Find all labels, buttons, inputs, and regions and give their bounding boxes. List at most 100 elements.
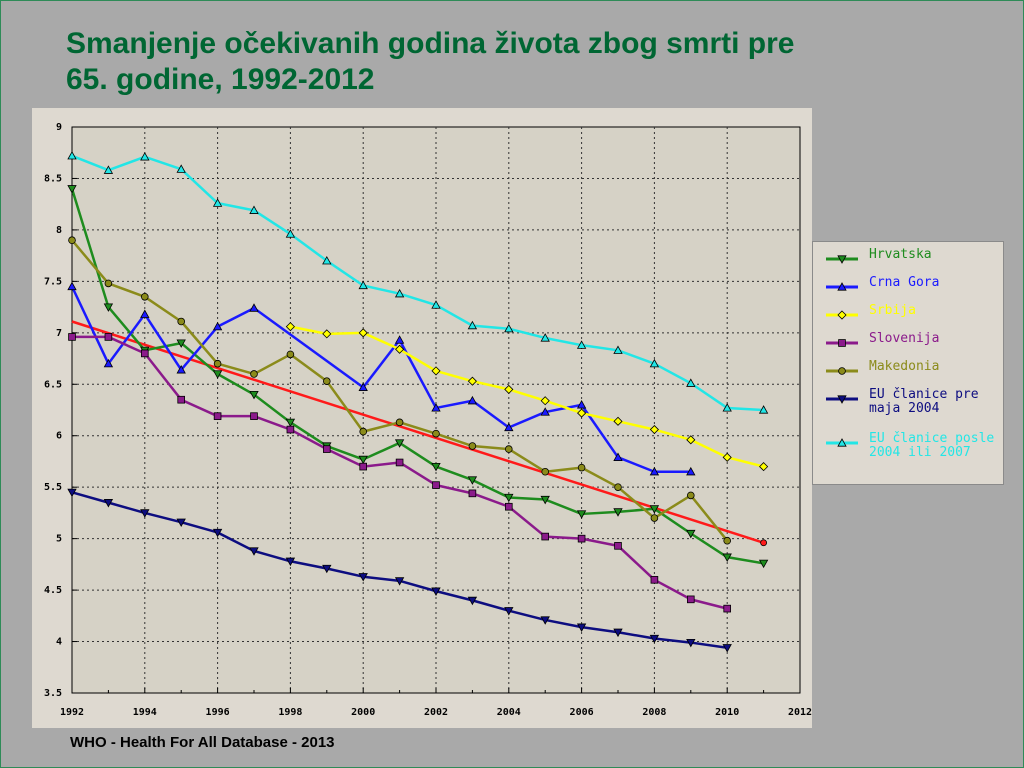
data-point <box>358 455 368 465</box>
data-point <box>358 573 368 582</box>
y-tick-label: 7.5 <box>44 276 62 287</box>
data-point <box>541 532 549 541</box>
data-point <box>467 596 478 606</box>
series-7 <box>67 150 769 414</box>
data-point <box>394 288 405 298</box>
legend-swatch-marker <box>837 282 847 291</box>
x-tick-label: 1998 <box>278 707 302 718</box>
legend-swatch-marker <box>837 310 847 320</box>
grid-lines <box>72 127 800 693</box>
data-point <box>614 483 622 491</box>
data-point <box>395 418 404 427</box>
data-point <box>395 458 404 467</box>
data-point <box>467 476 478 485</box>
data-point <box>431 403 441 412</box>
data-point <box>504 493 514 503</box>
y-tick-label: 6.5 <box>44 379 62 390</box>
y-tick-label: 5.5 <box>44 482 62 493</box>
legend-swatch <box>826 310 858 320</box>
slide-title: Smanjenje očekivanih godina života zbog … <box>66 26 946 98</box>
x-tick-label: 2008 <box>642 707 666 718</box>
legend-label: EU članice pre maja 2004 <box>869 387 979 416</box>
data-point <box>758 405 769 414</box>
data-point <box>67 281 77 291</box>
legend-swatch <box>826 438 858 447</box>
data-point <box>67 185 77 194</box>
data-point <box>576 340 587 349</box>
data-point <box>431 300 441 309</box>
data-point <box>431 463 441 472</box>
data-point <box>687 595 695 604</box>
legend-swatch <box>826 395 858 404</box>
legend-label: Slovenija <box>869 331 940 346</box>
data-point <box>504 445 513 453</box>
data-point <box>322 329 332 339</box>
series-5 <box>68 236 731 545</box>
data-point <box>212 198 223 207</box>
data-point <box>104 333 113 341</box>
data-point <box>395 344 405 354</box>
trendline-group <box>71 320 767 547</box>
trendline-end-marker <box>760 539 767 547</box>
data-point <box>286 425 295 434</box>
data-point <box>723 604 731 613</box>
data-point <box>176 339 186 348</box>
data-point <box>177 395 186 404</box>
data-point <box>577 534 586 543</box>
trendline <box>71 320 764 544</box>
data-point <box>213 359 222 368</box>
data-point <box>504 502 513 511</box>
data-point <box>431 587 441 596</box>
data-point <box>249 205 259 214</box>
source-note: WHO - Health For All Database - 2013 <box>70 734 335 751</box>
data-point <box>649 634 660 644</box>
data-point <box>686 529 696 539</box>
legend-swatch-marker <box>837 255 847 264</box>
data-point <box>358 382 368 391</box>
data-point <box>614 542 622 550</box>
data-point <box>722 403 732 412</box>
x-tick-label: 2002 <box>424 707 448 718</box>
x-tick-label: 2000 <box>351 707 375 718</box>
data-point <box>540 616 550 625</box>
data-point <box>650 514 659 522</box>
y-tick-label: 8.5 <box>44 173 62 184</box>
data-point <box>213 412 222 420</box>
x-tick-label: 2010 <box>715 707 739 718</box>
legend-swatch <box>826 282 858 291</box>
data-point <box>103 303 114 312</box>
data-point <box>467 395 478 405</box>
legend-swatch-marker <box>838 339 846 347</box>
data-point <box>141 349 149 358</box>
data-point <box>249 390 259 400</box>
series-group <box>67 150 769 653</box>
data-point <box>504 607 514 616</box>
series-6 <box>67 488 732 653</box>
data-point <box>541 467 550 476</box>
data-point <box>758 559 769 569</box>
data-point <box>576 623 587 632</box>
data-point <box>104 279 113 288</box>
legend-label: Makedonia <box>869 359 940 374</box>
data-point <box>686 638 696 648</box>
data-point <box>649 505 660 514</box>
data-point <box>250 412 258 420</box>
series-4 <box>68 333 731 613</box>
data-point <box>504 384 514 394</box>
data-point <box>650 575 659 584</box>
legend-label: Hrvatska <box>869 247 932 262</box>
y-tick-label: 8 <box>56 225 62 236</box>
data-point <box>394 439 405 448</box>
data-point <box>613 508 623 517</box>
x-tick-label: 2006 <box>570 707 594 718</box>
data-point <box>432 429 440 438</box>
legend-label: Crna Gora <box>869 275 940 290</box>
data-point <box>358 328 368 338</box>
y-tick-label: 6 <box>56 431 62 442</box>
data-point <box>212 370 223 379</box>
series-line <box>71 154 764 412</box>
data-point <box>249 547 259 556</box>
data-point <box>577 408 587 418</box>
data-point <box>686 378 696 387</box>
data-point <box>68 236 76 245</box>
